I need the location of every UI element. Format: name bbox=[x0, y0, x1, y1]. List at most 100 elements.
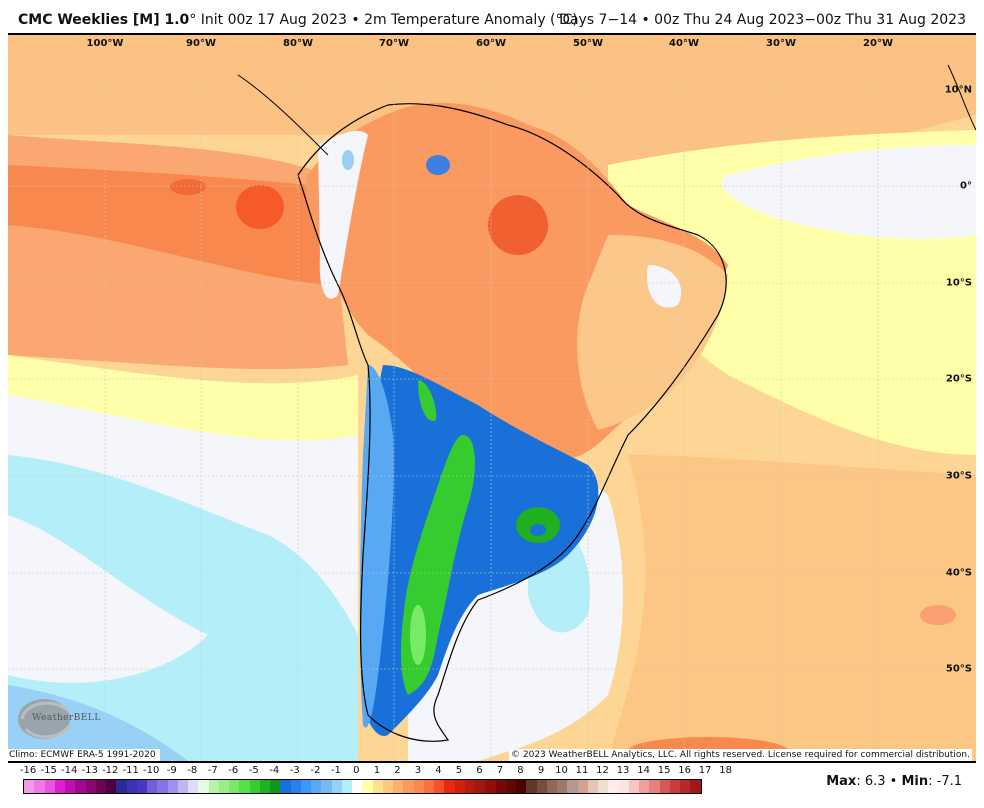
colorbar-swatch bbox=[147, 780, 158, 793]
lat-label: 20°S bbox=[945, 373, 972, 385]
coastline-africa bbox=[947, 64, 976, 131]
coastline-south-america bbox=[297, 103, 727, 742]
colorbar-tick-label: 18 bbox=[719, 765, 733, 776]
colorbar-tick-label: -10 bbox=[143, 765, 160, 776]
warm-spot-southeast bbox=[920, 605, 956, 625]
min-value: : -7.1 bbox=[928, 774, 962, 789]
colorbar-swatch bbox=[669, 780, 680, 793]
cold-core-altiplano bbox=[418, 380, 437, 421]
neutral-patch-equator bbox=[721, 145, 976, 239]
lat-label: 0° bbox=[960, 180, 972, 192]
cool-south-pacific bbox=[8, 455, 358, 761]
colorbar-swatch bbox=[362, 780, 373, 793]
colorbar-swatch bbox=[639, 780, 650, 793]
colorbar-tick-label: -12 bbox=[102, 765, 119, 776]
colorbar-swatch bbox=[34, 780, 45, 793]
colorbar-swatch bbox=[198, 780, 209, 793]
colorbar-tick-label: -6 bbox=[228, 765, 239, 776]
colorbar-labels: -16 -15 -14 -13 -12 -11 -10 -9 -8 -7 -6 -5 -4 -3 -2 -1 0… bbox=[19, 765, 732, 777]
colorbar-tick-label: 5 bbox=[455, 765, 463, 776]
map-title: CMC Weeklies [M] 1.0° Init 00z 17 Aug 20… bbox=[18, 12, 578, 28]
colorbar-swatch bbox=[85, 780, 96, 793]
colorbar-swatch bbox=[618, 780, 629, 793]
title-separator: • bbox=[351, 12, 360, 28]
colorbar-swatch bbox=[44, 780, 55, 793]
colorbar-swatch bbox=[577, 780, 588, 793]
land-northeast-brazil bbox=[577, 235, 728, 430]
colorbar-swatch bbox=[249, 780, 260, 793]
colorbar-swatch bbox=[536, 780, 547, 793]
colorbar-swatch bbox=[495, 780, 506, 793]
coastline-central-america bbox=[237, 74, 329, 156]
colorbar-swatch bbox=[352, 780, 363, 793]
hot-spot-ecuador-coast bbox=[236, 185, 284, 229]
colorbar-tick-label: -11 bbox=[122, 765, 139, 776]
colorbar-tick-label: -8 bbox=[187, 765, 198, 776]
logo-text: WeatherBELL bbox=[32, 713, 101, 723]
lon-label: 60°W bbox=[476, 38, 506, 49]
graticule bbox=[8, 35, 976, 761]
valid-period: Days 7−14 • 00z Thu 24 Aug 2023−00z Thu … bbox=[559, 12, 966, 28]
colorbar-swatch bbox=[95, 780, 106, 793]
stats-separator: • bbox=[885, 774, 902, 789]
colorbar-swatch bbox=[311, 780, 322, 793]
colorbar-swatch bbox=[659, 780, 670, 793]
colorbar-tick-label: 12 bbox=[596, 765, 609, 776]
colorbar-swatch bbox=[136, 780, 147, 793]
colorbar-swatch bbox=[423, 780, 434, 793]
colorbar-swatch bbox=[321, 780, 332, 793]
uruguay-inner bbox=[530, 524, 546, 536]
colorbar-swatch bbox=[290, 780, 301, 793]
colorbar-swatch bbox=[598, 780, 609, 793]
land-cool-chile bbox=[359, 365, 394, 728]
colorbar-swatch bbox=[229, 780, 240, 793]
colorbar-tick-label: 14 bbox=[637, 765, 650, 776]
colorbar-swatch bbox=[434, 780, 445, 793]
init-time: Init 00z 17 Aug 2023 bbox=[200, 12, 347, 28]
neutral-patch-ceara bbox=[647, 265, 682, 308]
colorbar-tick-label: 7 bbox=[496, 765, 504, 776]
colorbar-swatch bbox=[106, 780, 117, 793]
colorbar bbox=[23, 779, 702, 794]
colorbar-tick-label: 17 bbox=[698, 765, 712, 776]
colorbar-swatch bbox=[341, 780, 352, 793]
lon-label: 50°W bbox=[573, 38, 603, 49]
lat-label: 10°S bbox=[945, 277, 972, 289]
colorbar-swatch bbox=[270, 780, 281, 793]
title-bar: CMC Weeklies [M] 1.0° Init 00z 17 Aug 20… bbox=[0, 0, 984, 33]
copyright-note: © 2023 WeatherBELL Analytics, LLC. All r… bbox=[509, 749, 972, 761]
colorbar-swatch bbox=[516, 780, 527, 793]
max-value: : 6.3 bbox=[856, 774, 886, 789]
colorbar-tick-label: 0 bbox=[353, 765, 360, 776]
lon-label: 80°W bbox=[283, 38, 313, 49]
colorbar-tick-label: -3 bbox=[289, 765, 300, 776]
colorbar-tick-label: -5 bbox=[248, 765, 259, 776]
weatherbell-logo: WeatherBELL bbox=[14, 693, 104, 743]
colorbar-tick-label: 6 bbox=[476, 765, 483, 776]
colorbar-tick-label: -16 bbox=[19, 765, 37, 776]
colorbar-swatch bbox=[177, 780, 188, 793]
colorbar-swatch bbox=[218, 780, 229, 793]
hot-spot-amazon bbox=[488, 195, 548, 255]
colorbar-tick-label: -15 bbox=[40, 765, 57, 776]
map-canvas bbox=[8, 35, 976, 761]
colorbar-tick-label: 15 bbox=[657, 765, 671, 776]
colorbar-tick-label: 13 bbox=[616, 765, 630, 776]
yellow-band-pacific bbox=[8, 355, 358, 441]
colorbar-tick-label: 8 bbox=[517, 765, 524, 776]
colorbar-tick-label: 11 bbox=[575, 765, 589, 776]
lon-label: 90°W bbox=[186, 38, 216, 49]
lat-label: 50°S bbox=[945, 663, 972, 675]
colorbar-tick-label: -9 bbox=[166, 765, 177, 776]
lat-label: 30°S bbox=[945, 470, 972, 482]
colorbar-tick-label: -14 bbox=[60, 765, 78, 776]
min-label: Min bbox=[901, 774, 929, 789]
colorbar-swatch bbox=[403, 780, 414, 793]
degree-symbol: ° bbox=[189, 12, 197, 28]
colorbar-swatch bbox=[413, 780, 424, 793]
lon-label: 100°W bbox=[86, 38, 124, 49]
model-name: CMC Weeklies [M] 1.0 bbox=[18, 12, 190, 28]
colorbar-swatch bbox=[526, 780, 537, 793]
colorbar-swatch bbox=[680, 780, 691, 793]
lon-label: 40°W bbox=[669, 38, 699, 49]
